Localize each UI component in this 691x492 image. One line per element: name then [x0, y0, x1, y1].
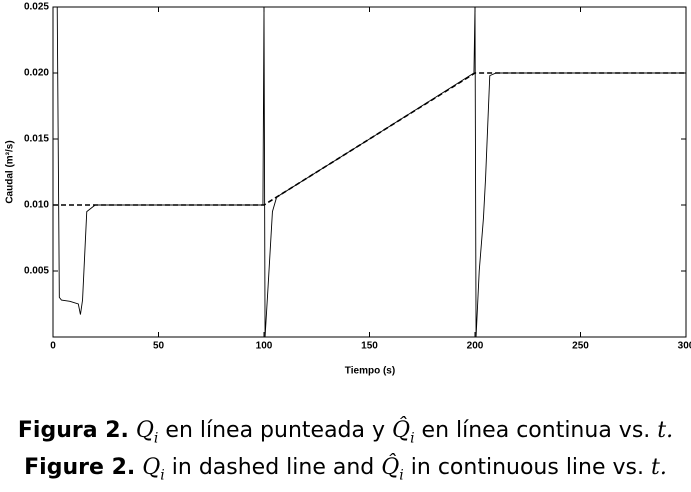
x-tick-label: 50	[153, 341, 165, 352]
caption-label: Figura 2.	[17, 418, 129, 443]
caption-text: in continuous line vs.	[410, 455, 644, 480]
y-tick-label: 0.005	[24, 266, 49, 277]
x-tick-label: 200	[467, 341, 484, 352]
y-tick-label: 0.020	[24, 68, 49, 79]
caption-text: en línea punteada y	[165, 418, 386, 443]
math: Q̂	[381, 455, 400, 480]
plot-frame	[52, 6, 687, 338]
caption-line: Figure 2. Qi in dashed line and Q̂i in c…	[0, 455, 691, 483]
math-sub: i	[410, 430, 415, 447]
math: Q	[142, 455, 161, 480]
math: t.	[650, 455, 667, 480]
chart: Tiempo (s) Caudal (m³/s) 0 50 100 150 200 250…	[5, 2, 691, 377]
x-axis-label: Tiempo (s)	[345, 366, 395, 377]
math: t.	[657, 418, 674, 443]
caption-text: en línea continua vs.	[421, 418, 651, 443]
x-tick-label: 300	[678, 341, 691, 352]
caption-text: in dashed line and	[171, 455, 375, 480]
caption-line: Figura 2. Qi en línea punteada y Q̂i en …	[0, 418, 691, 446]
x-tick-label: 250	[572, 341, 589, 352]
math-sub: i	[160, 467, 165, 484]
x-tick-label: 100	[256, 341, 273, 352]
y-tick-label: 0.010	[24, 200, 49, 211]
math-sub: i	[399, 467, 404, 484]
y-tick-label: 0.015	[24, 134, 49, 145]
math-sub: i	[153, 430, 159, 447]
x-tick-label: 0	[50, 341, 56, 352]
y-axis-label: Caudal (m³/s)	[5, 140, 16, 203]
caption-label: Figure 2.	[24, 455, 136, 480]
math: Q	[135, 418, 154, 443]
math: Q̂	[392, 418, 411, 443]
x-tick-label: 150	[361, 341, 378, 352]
y-tick-label: 0.025	[24, 2, 49, 13]
data-line	[56, 6, 686, 338]
